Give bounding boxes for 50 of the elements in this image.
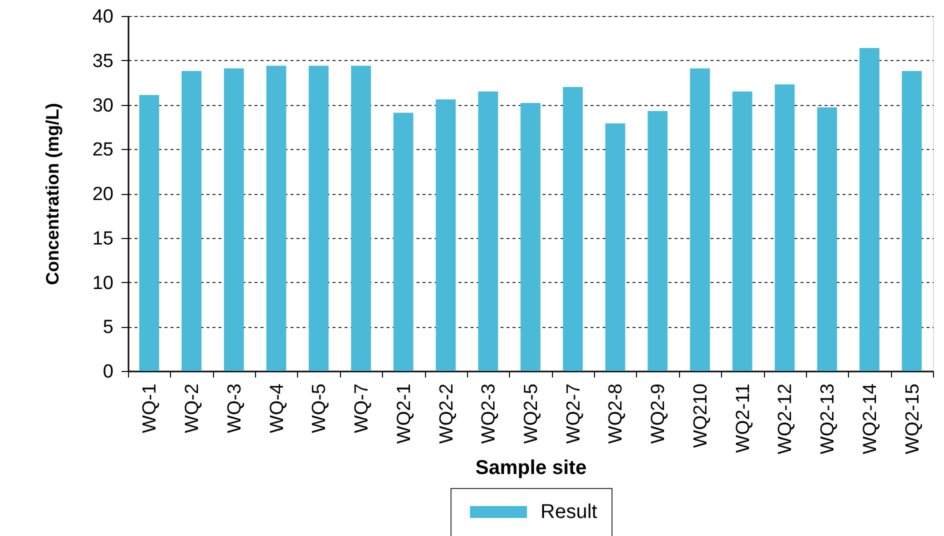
- bar: [393, 112, 414, 371]
- x-tick-label: WQ-2: [182, 384, 204, 434]
- y-tick-label: 15: [92, 228, 114, 250]
- bar: [139, 94, 160, 371]
- y-tick-label: 10: [92, 272, 114, 294]
- x-tick-label: WQ2-13: [818, 384, 839, 454]
- bar: [562, 87, 583, 371]
- bar: [817, 107, 838, 371]
- y-tick-label: 20: [92, 184, 114, 205]
- x-tick-label: WQ2-12: [775, 384, 796, 454]
- x-tick-label: WQ2-7: [563, 384, 584, 444]
- y-axis-title: Concentration (mg/L): [42, 103, 62, 285]
- x-tick-label: WQ2-8: [606, 384, 627, 444]
- x-tick-label: WQ-4: [266, 383, 288, 434]
- y-tick-label: 30: [92, 95, 114, 116]
- y-tick-label: 5: [102, 317, 114, 338]
- y-tick-label: 35: [92, 50, 114, 72]
- bar: [436, 99, 456, 371]
- x-tick-label: WQ2-14: [860, 383, 881, 454]
- y-tick-label: 25: [92, 140, 114, 161]
- bar: [902, 71, 922, 371]
- x-tick-label: WQ2-9: [648, 384, 670, 444]
- bar: [690, 68, 710, 371]
- x-axis-title: Sample site: [475, 457, 587, 480]
- bar: [351, 66, 371, 371]
- x-tick-label: WQ-3: [224, 384, 246, 434]
- legend-label: Result: [540, 501, 598, 523]
- x-tick-label: WQ2-2: [436, 384, 458, 444]
- x-tick-label: WQ2-5: [521, 384, 542, 444]
- bar: [266, 66, 286, 371]
- x-tick-label: WQ2-3: [478, 384, 500, 444]
- x-tick-label: WQ2-15: [902, 384, 924, 454]
- x-tick-label: WQ2-1: [394, 384, 415, 444]
- bar: [648, 110, 668, 371]
- bar: [520, 102, 540, 371]
- x-tick-label: WQ2-11: [732, 384, 754, 453]
- bar: [605, 123, 626, 371]
- bar: [774, 84, 795, 371]
- x-tick-label: WQ-1: [140, 384, 161, 434]
- y-tick-label: 40: [92, 6, 114, 28]
- bar: [859, 48, 880, 371]
- bar: [478, 91, 498, 371]
- x-tick-label: WQ-5: [309, 384, 330, 434]
- x-tick-label: WQ210: [690, 384, 712, 448]
- bar: [732, 91, 752, 371]
- x-tick-label: WQ-7: [352, 384, 373, 434]
- bar: [224, 68, 244, 371]
- bar: [308, 66, 329, 371]
- bar: [182, 71, 202, 371]
- y-tick-label: 0: [102, 362, 114, 382]
